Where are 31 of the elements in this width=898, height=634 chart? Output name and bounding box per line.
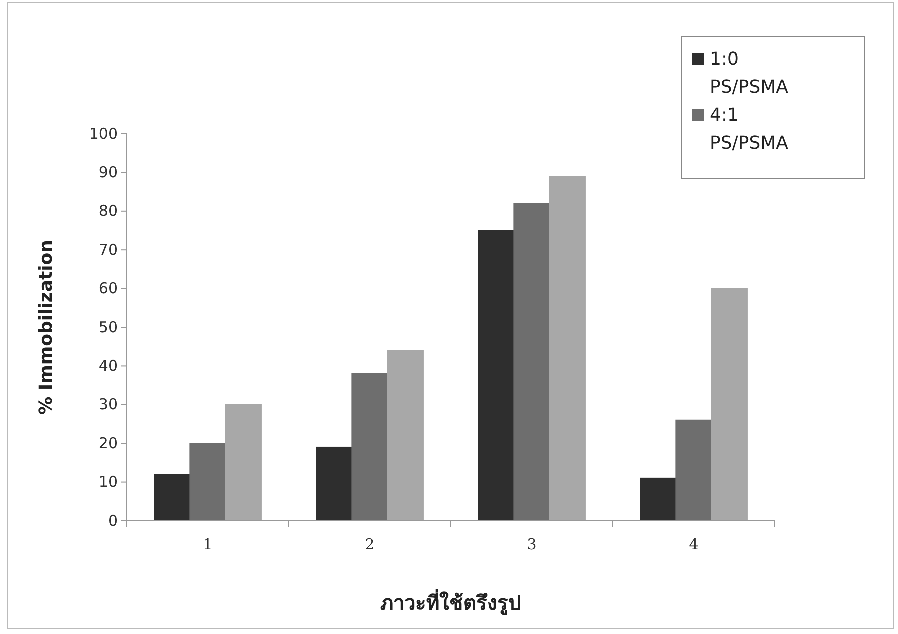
y-axis-title: % Immobilization	[36, 240, 57, 415]
bar	[387, 350, 424, 522]
bar	[352, 373, 388, 522]
bar	[711, 288, 748, 522]
y-tick-label: 40	[98, 357, 118, 375]
y-tick-label: 20	[98, 434, 118, 452]
legend-label: 4:1 PS/PSMA	[710, 105, 790, 154]
x-tick-label: 1	[203, 536, 213, 554]
bar	[225, 404, 262, 522]
y-tick-label: 100	[89, 124, 118, 143]
y-tick-label: 60	[98, 280, 118, 298]
y-tick-label: 10	[98, 473, 118, 492]
y-tick-label: 80	[98, 202, 118, 220]
bar	[478, 230, 515, 522]
bar	[316, 446, 353, 522]
y-tick-label: 70	[98, 240, 118, 259]
y-tick-label: 50	[98, 318, 118, 336]
bar	[514, 203, 550, 522]
bar	[154, 474, 191, 522]
y-tick-label: 90	[98, 164, 118, 182]
y-tick-label: 0	[108, 512, 118, 530]
x-tick-label: 3	[527, 536, 537, 554]
y-tick-label: 30	[98, 396, 118, 414]
x-tick-label: 4	[689, 536, 699, 554]
x-axis-title: ภาวะที่ใช้ตรึงรูป	[380, 588, 522, 617]
bar	[640, 478, 677, 522]
bar	[549, 176, 586, 522]
bar	[190, 443, 226, 522]
x-tick-label: 2	[365, 536, 375, 554]
bar	[676, 420, 712, 522]
legend-label: 1:0 PS/PSMA	[710, 49, 790, 98]
